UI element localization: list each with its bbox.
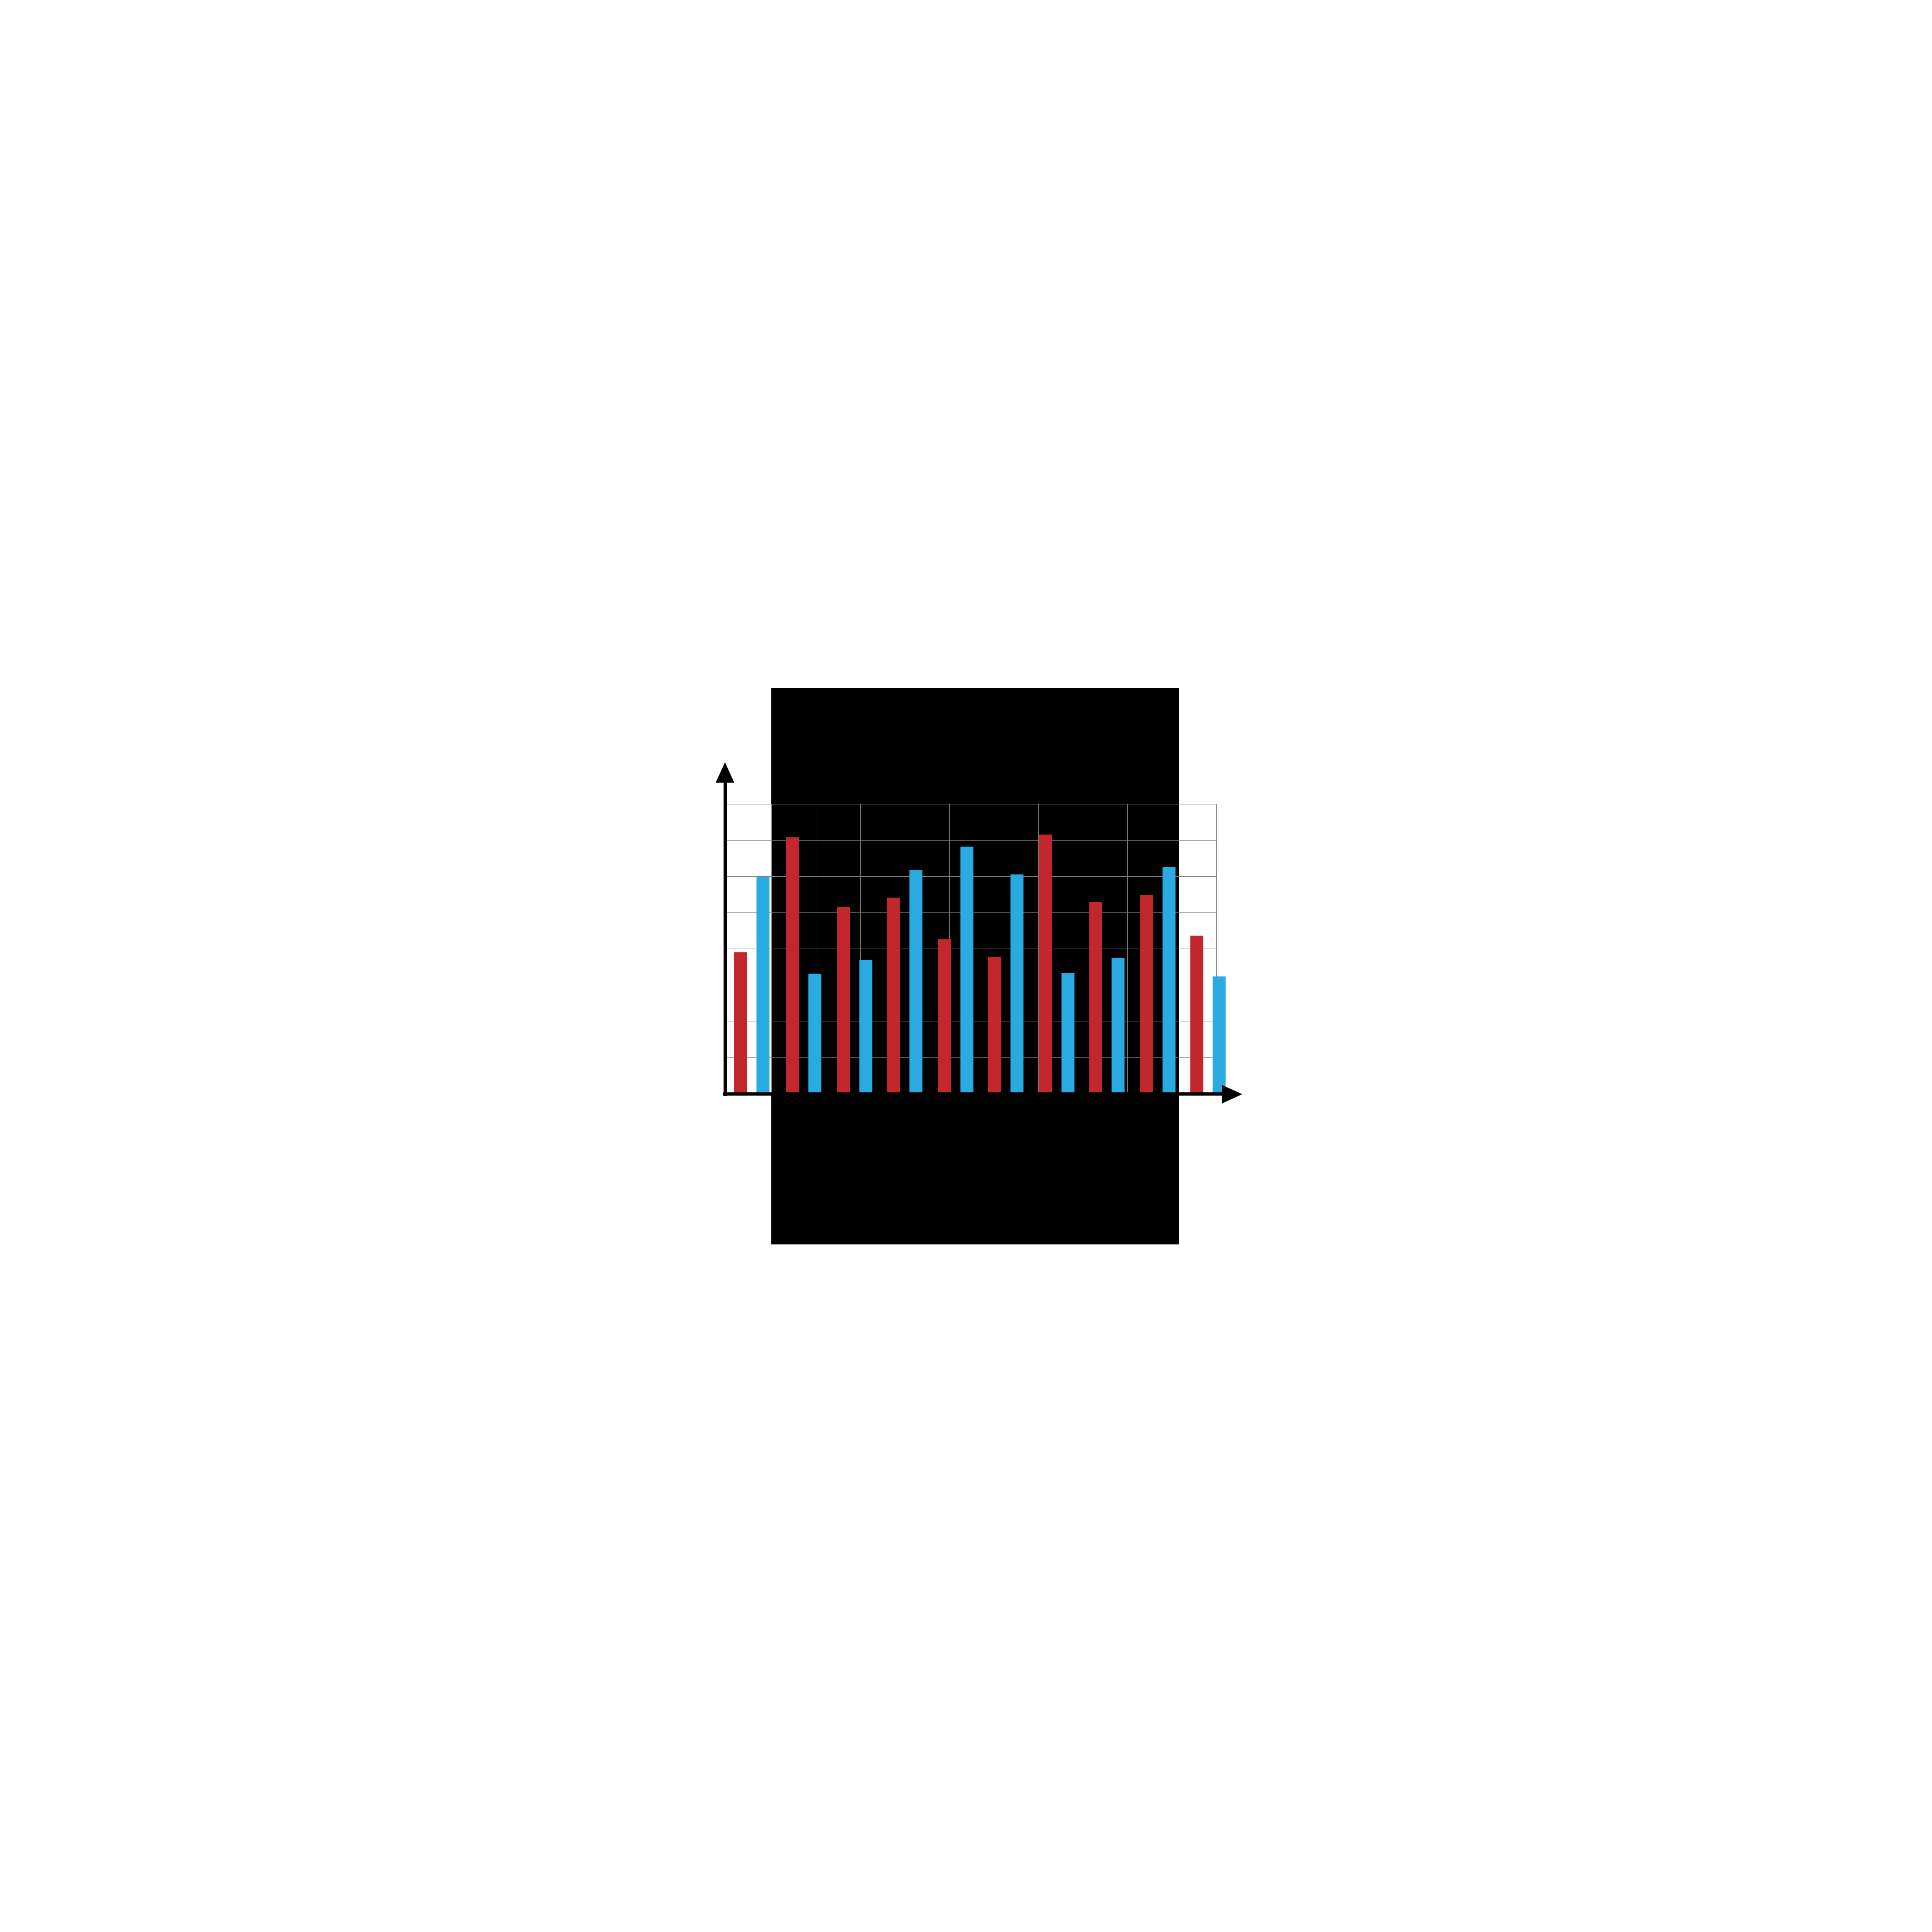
grid-v-line <box>1127 804 1128 1092</box>
bar <box>887 898 900 1092</box>
grid-h-line <box>727 840 1216 841</box>
x-axis <box>723 1092 1230 1096</box>
bar <box>786 837 799 1092</box>
bar <box>756 877 769 1092</box>
y-axis-arrow-icon <box>716 762 734 783</box>
bar <box>1089 902 1102 1092</box>
bar <box>1039 835 1052 1092</box>
grid-v-line <box>1038 804 1039 1092</box>
y-axis <box>724 776 727 1096</box>
bar <box>1190 936 1203 1092</box>
bar <box>909 870 922 1092</box>
chart-canvas <box>688 688 1244 1244</box>
bar <box>734 952 747 1092</box>
bar <box>1112 958 1125 1092</box>
x-axis-arrow-icon <box>1222 1085 1242 1103</box>
bar <box>938 939 951 1092</box>
bar <box>960 847 973 1092</box>
grid-v-line <box>771 804 772 1092</box>
bar <box>837 907 850 1092</box>
bar <box>988 957 1001 1092</box>
bar <box>1061 973 1074 1092</box>
bar <box>1010 874 1023 1092</box>
bar <box>1163 867 1176 1092</box>
bar <box>1140 895 1153 1092</box>
bar <box>1213 976 1226 1092</box>
bar <box>808 974 821 1092</box>
bar <box>859 960 872 1092</box>
